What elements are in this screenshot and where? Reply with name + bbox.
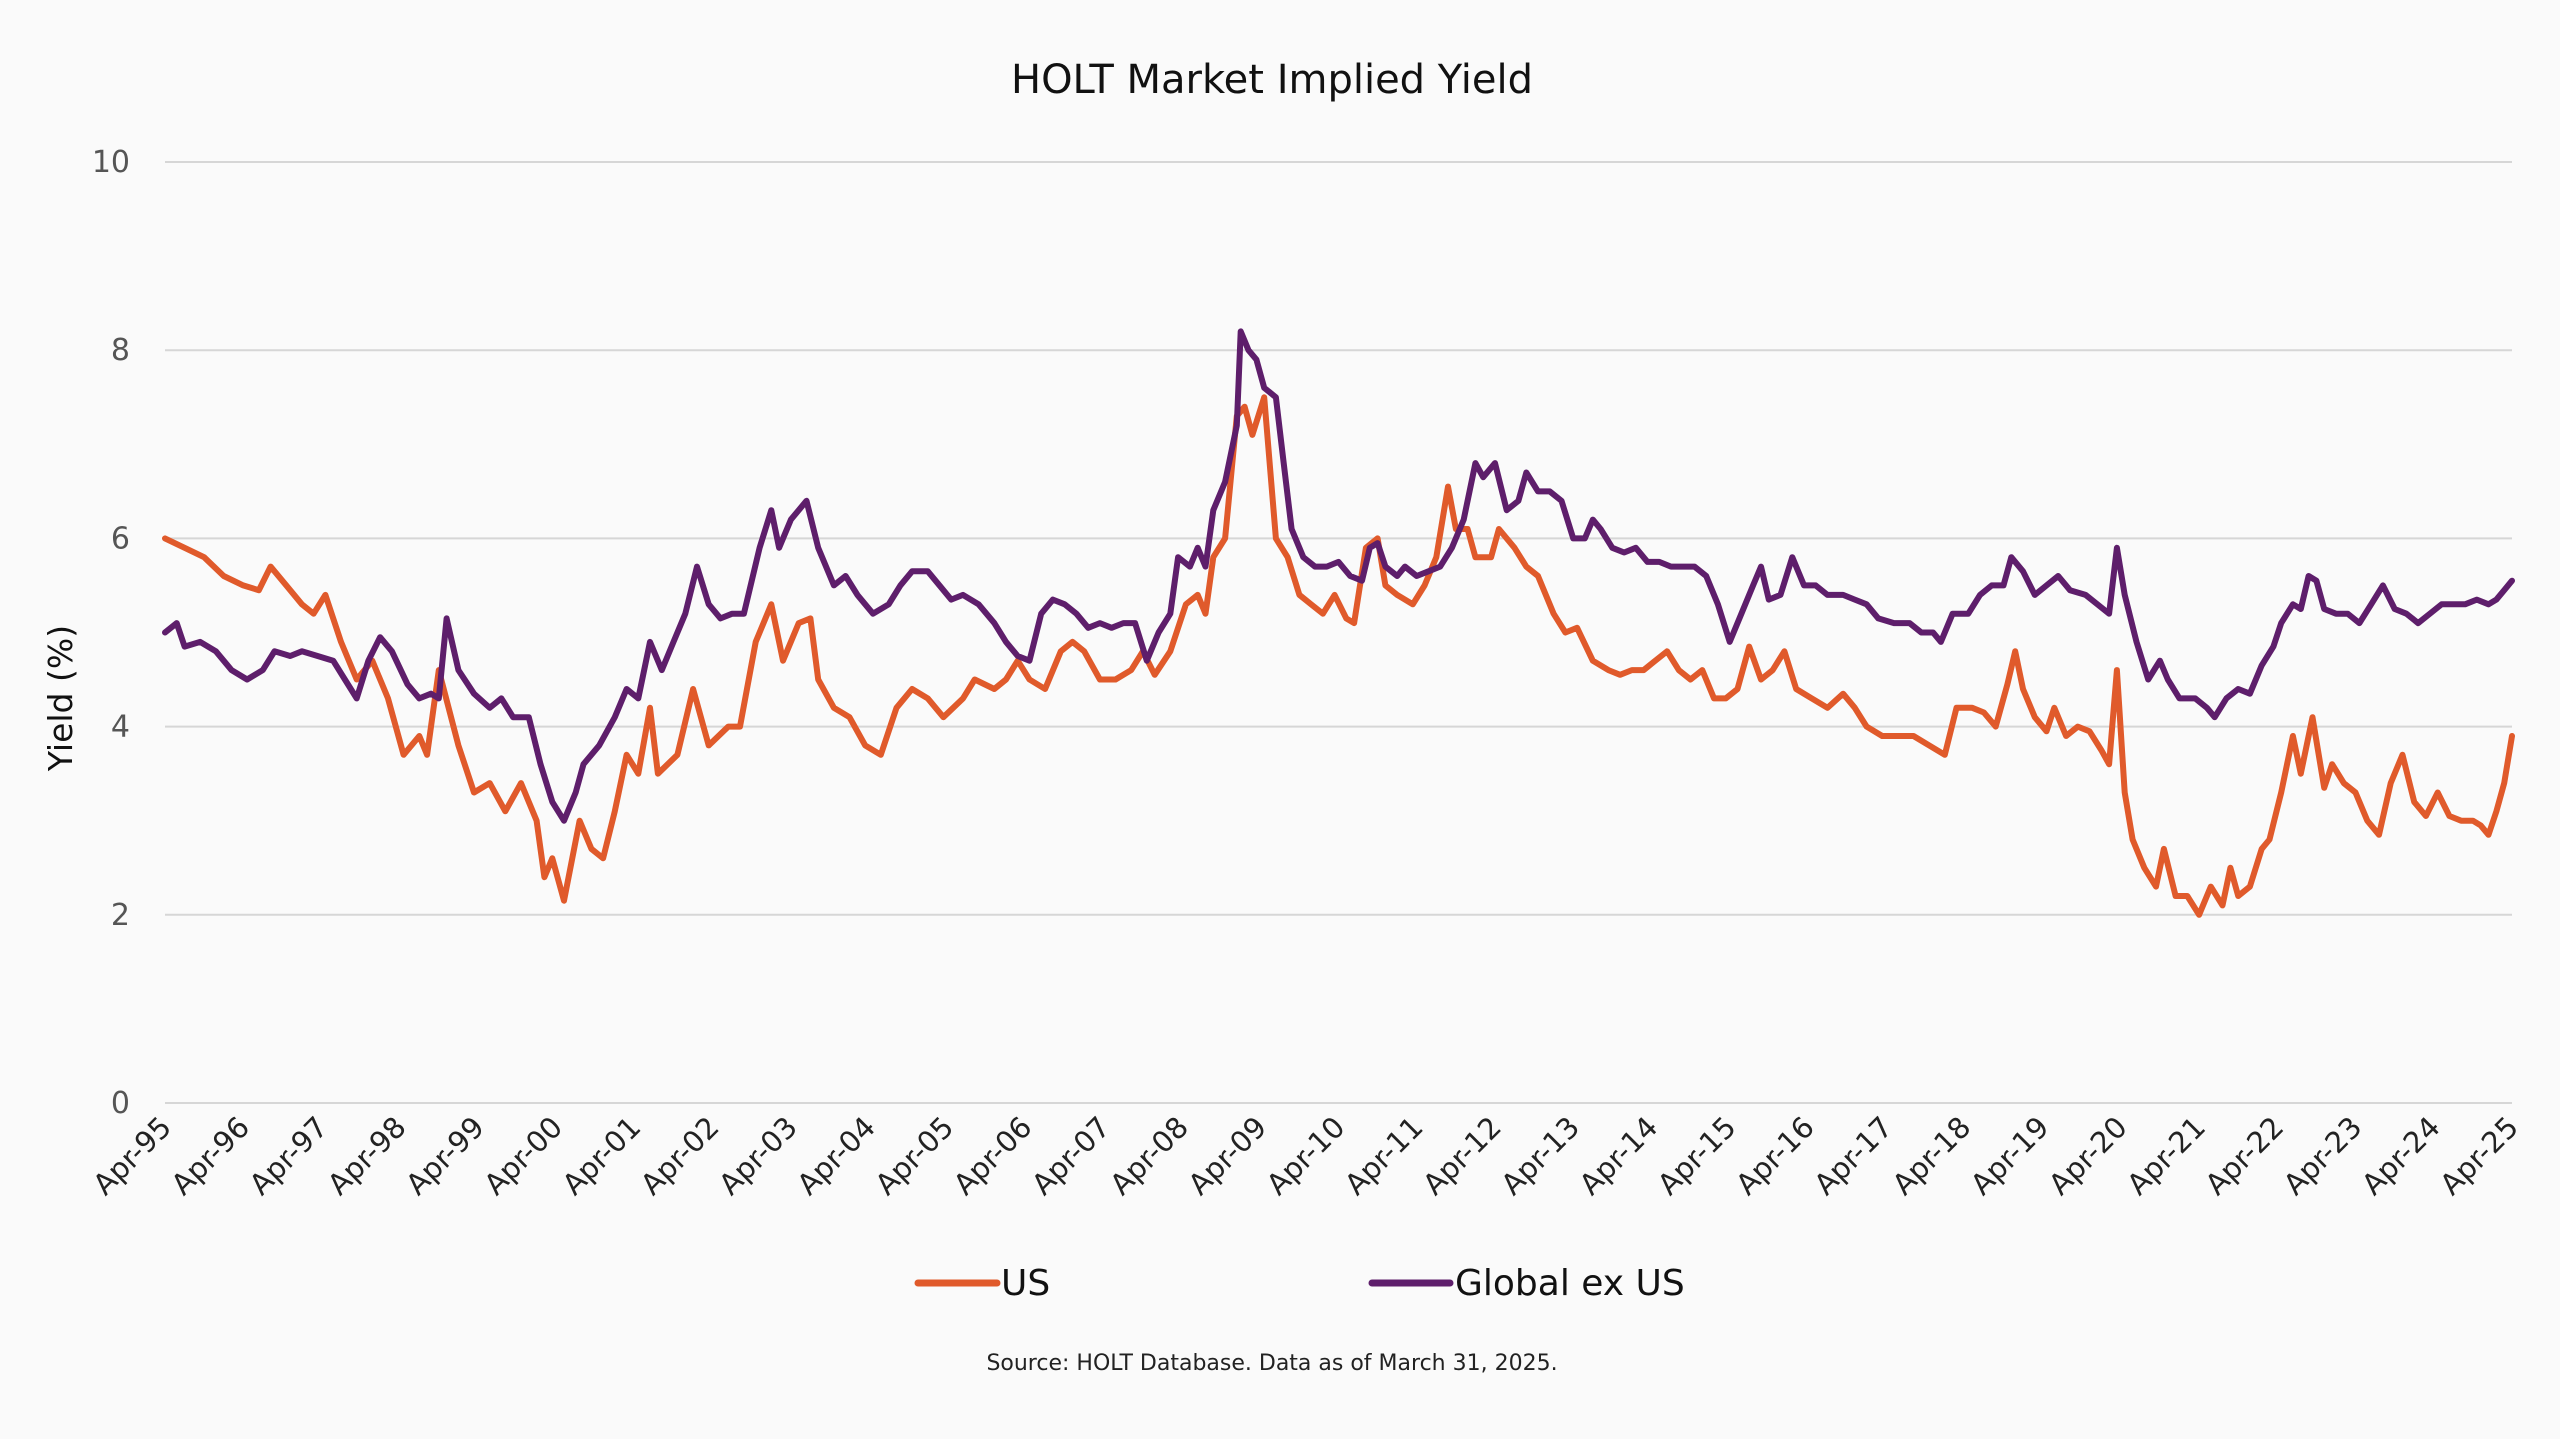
x-tick-label: Apr-23 [2277,1110,2369,1202]
x-tick-label: Apr-00 [477,1110,569,1202]
x-tick-label: Apr-09 [1182,1110,1274,1202]
y-tick-label: 8 [111,333,130,368]
x-tick-label: Apr-17 [1807,1110,1899,1202]
x-tick-label: Apr-06 [947,1110,1039,1202]
x-tick-label: Apr-02 [634,1110,726,1202]
x-tick-label: Apr-95 [86,1110,178,1202]
x-tick-label: Apr-25 [2433,1110,2525,1202]
x-tick-label: Apr-07 [1025,1110,1117,1202]
x-tick-label: Apr-19 [1964,1110,2056,1202]
x-tick-label: Apr-21 [2120,1110,2212,1202]
x-tick-label: Apr-98 [321,1110,413,1202]
x-tick-label: Apr-01 [556,1110,648,1202]
y-axis-label: Yield (%) [41,625,80,772]
x-tick-label: Apr-14 [1573,1110,1665,1202]
x-tick-label: Apr-24 [2355,1110,2447,1202]
legend-label-global-ex-us: Global ex US [1455,1263,1685,1304]
x-tick-label: Apr-03 [712,1110,804,1202]
y-tick-label: 0 [111,1086,130,1121]
y-tick-label: 4 [111,710,130,745]
x-tick-label: Apr-97 [243,1110,335,1202]
chart-title: HOLT Market Implied Yield [1011,57,1533,103]
x-tick-label: Apr-08 [1103,1110,1195,1202]
y-tick-label: 6 [111,521,130,556]
y-tick-label: 10 [92,145,130,180]
x-tick-label: Apr-18 [1886,1110,1978,1202]
legend: US Global ex US [914,1263,1685,1304]
x-tick-label: Apr-99 [399,1110,491,1202]
x-tick-label: Apr-04 [790,1110,882,1202]
x-tick-label: Apr-05 [869,1110,961,1202]
x-tick-label: Apr-11 [1338,1110,1430,1202]
x-tick-label: Apr-13 [1494,1110,1586,1202]
x-tick-label: Apr-22 [2199,1110,2291,1202]
series-lines [162,328,2515,918]
series-line-us [162,394,2515,918]
legend-label-us: US [1001,1263,1050,1304]
x-tick-label: Apr-96 [164,1110,256,1202]
y-tick-label: 2 [111,898,130,933]
gridlines [165,161,2512,1104]
x-tick-label: Apr-15 [1651,1110,1743,1202]
x-tick-label: Apr-12 [1416,1110,1508,1202]
x-tick-label: Apr-10 [1260,1110,1352,1202]
source-note: Source: HOLT Database. Data as of March … [986,1351,1557,1376]
y-axis-ticks: 0 2 4 6 8 10 [92,145,130,1121]
x-axis-ticks: Apr-95Apr-96Apr-97Apr-98Apr-99Apr-00Apr-… [86,1110,2525,1202]
x-tick-label: Apr-16 [1729,1110,1821,1202]
x-tick-label: Apr-20 [2042,1110,2134,1202]
series-line-global-ex-us [162,328,2515,824]
